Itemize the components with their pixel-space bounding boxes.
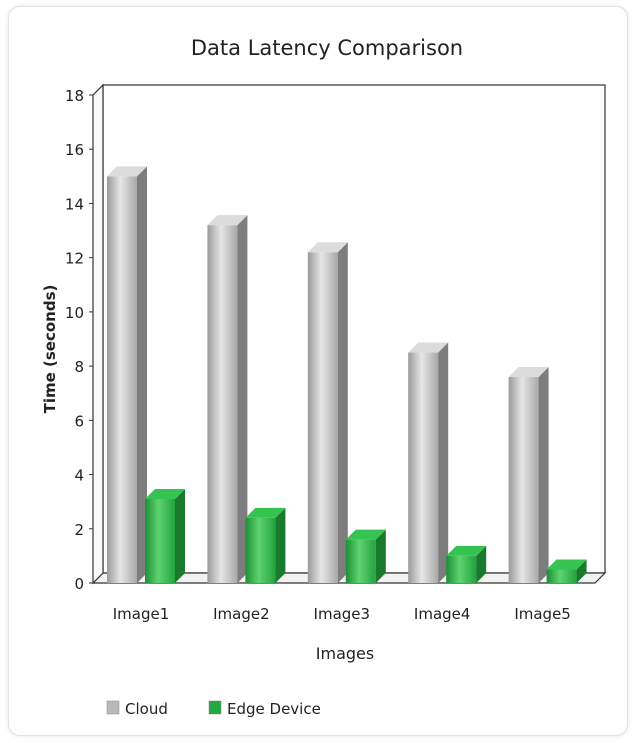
legend-swatch	[208, 700, 222, 715]
bar-top	[245, 507, 286, 518]
x-axis-label: Images	[316, 644, 374, 663]
bar-edge-device-image1	[145, 488, 185, 583]
bar-edge-device-image3	[345, 529, 386, 583]
x-tick-label: Image2	[213, 605, 270, 623]
bar-edge-device-image5	[546, 559, 587, 583]
bar-front	[508, 376, 539, 583]
y-tick-label: 10	[65, 304, 84, 322]
bar-edge-device-image4	[446, 545, 487, 583]
bar-edge-device-image2	[245, 507, 286, 583]
bar-cloud-image5	[508, 366, 549, 583]
chart-card: Data Latency Comparison 0 2 4 6 8 10 12 14 16 18 …	[8, 6, 628, 736]
bar-top	[446, 545, 487, 556]
bar-side	[538, 366, 549, 583]
bar-front	[408, 352, 439, 583]
y-tick-label: 8	[74, 358, 84, 376]
bar-top	[307, 242, 348, 253]
bar-side	[476, 545, 487, 583]
x-tick-label: Image4	[414, 605, 471, 623]
legend-label: Cloud	[125, 700, 168, 718]
y-tick-label: 14	[65, 195, 84, 213]
y-tick-label: 16	[65, 141, 84, 159]
x-axis-ticks: Image1 Image2 Image3 Image4 Image5	[113, 605, 571, 623]
legend-item-edge-device: Edge Device	[208, 700, 321, 718]
bar-cloud-image1	[107, 166, 147, 584]
bar-front	[245, 517, 276, 583]
y-axis-ticks: 0 2 4 6 8 10 12 14 16 18	[65, 87, 93, 593]
bar-front	[446, 555, 477, 583]
bar-front	[145, 498, 175, 583]
bar-side	[375, 529, 386, 583]
y-tick-label: 6	[74, 412, 84, 430]
bar-side	[237, 215, 248, 583]
y-tick-label: 18	[65, 87, 84, 105]
legend: Cloud Edge Device	[106, 700, 321, 718]
bar-front	[307, 252, 338, 583]
bar-top	[207, 215, 248, 226]
bar-side	[576, 559, 587, 583]
bar-side	[275, 507, 286, 583]
bar-top	[546, 559, 587, 570]
x-tick-label: Image3	[314, 605, 371, 623]
bar-side	[438, 342, 449, 583]
bar-top	[408, 342, 449, 353]
bar-top	[345, 529, 386, 540]
y-axis-label: Time (seconds)	[41, 285, 59, 414]
x-tick-label: Image1	[113, 605, 170, 623]
plot-left-wall	[92, 83, 104, 585]
bar-side	[175, 488, 185, 583]
latency-bar-chart: Data Latency Comparison 024681012141618 …	[41, 36, 607, 718]
y-tick-label: 2	[74, 521, 84, 539]
x-tick-label: Image5	[514, 605, 571, 623]
bar-top	[145, 488, 185, 499]
bar-top	[107, 166, 147, 177]
legend-item-cloud: Cloud	[106, 700, 168, 718]
bar-cloud-image2	[207, 215, 248, 583]
bar-cloud-image3	[307, 242, 348, 583]
bar-front	[107, 176, 137, 584]
chart-title: Data Latency Comparison	[191, 36, 463, 60]
bar-side	[337, 242, 348, 583]
bars	[107, 166, 587, 584]
bar-cloud-image4	[408, 342, 449, 583]
bar-side	[137, 166, 147, 584]
y-tick-label: 0	[74, 575, 84, 593]
bar-front	[345, 539, 376, 583]
bar-front	[546, 569, 577, 583]
legend-label: Edge Device	[227, 700, 321, 718]
y-tick-label: 4	[74, 467, 84, 485]
bar-front	[207, 225, 238, 583]
y-tick-label: 12	[65, 250, 84, 268]
bar-top	[508, 366, 549, 377]
legend-swatch	[106, 700, 120, 715]
